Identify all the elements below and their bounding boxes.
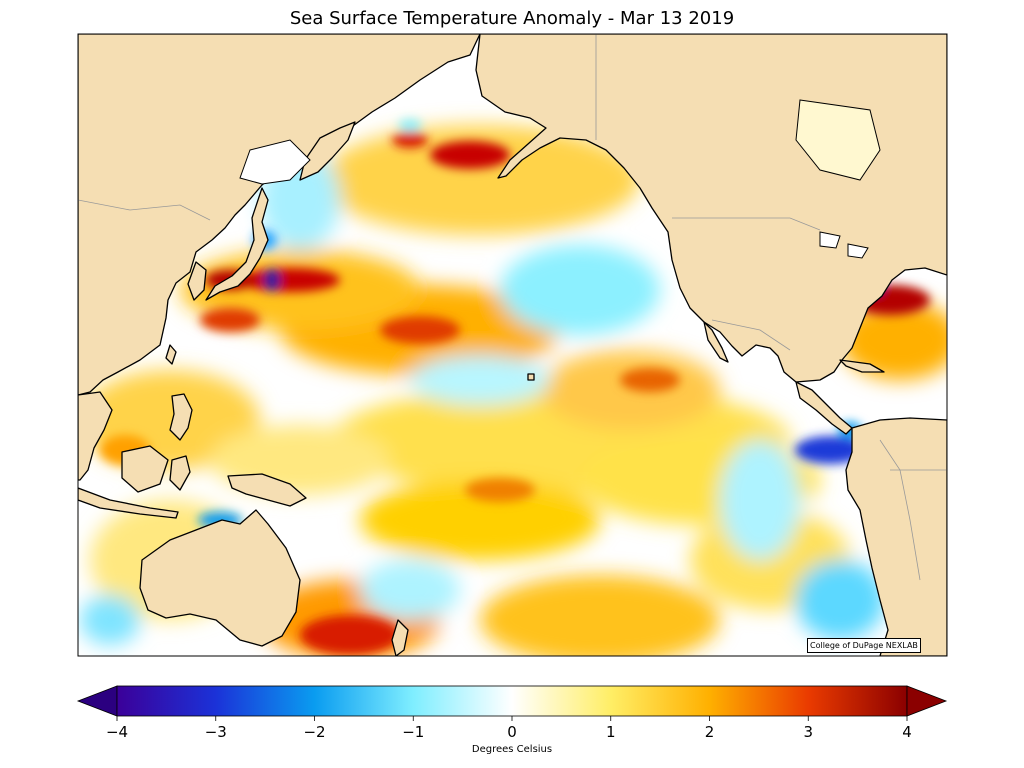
- map-border: [77, 33, 948, 657]
- land-taiwan: [165, 344, 177, 365]
- land-new-guinea: [227, 473, 307, 507]
- colorbar-tick-label: 3: [803, 723, 814, 741]
- colorbar-gradient: [116, 685, 908, 717]
- land-asia: [78, 34, 481, 396]
- colorbar-tick-label: −2: [303, 723, 326, 741]
- land-baja: [703, 321, 729, 363]
- land-hawaii: [527, 373, 535, 381]
- colorbar-low-extend: [76, 685, 118, 717]
- colorbar-tick-label: 4: [902, 723, 912, 741]
- land-japan: [205, 187, 269, 301]
- land-central-america: [795, 381, 853, 435]
- land-new-zealand: [391, 619, 409, 656]
- land-cuba: [839, 359, 885, 373]
- land-southeast-asia: [78, 391, 113, 481]
- land-sulawesi: [169, 455, 191, 491]
- colorbar-tick-label: 1: [605, 723, 616, 741]
- land-philippines: [169, 393, 193, 441]
- colorbar-tick-label: −4: [105, 723, 129, 741]
- colorbar-ticks: [116, 716, 908, 721]
- map-title: Sea Surface Temperature Anomaly - Mar 13…: [289, 8, 735, 29]
- land-sumatra-java: [78, 487, 179, 519]
- colorbar-tick-label: 0: [507, 723, 517, 741]
- colorbar-high-extend: [906, 685, 948, 717]
- colorbar-label: Degrees Celsius: [471, 744, 553, 755]
- land-borneo: [121, 445, 169, 493]
- land-korea: [187, 261, 207, 301]
- land-south-america: [845, 417, 947, 656]
- colorbar-tick-label: 2: [704, 723, 715, 741]
- political-borders: [78, 34, 947, 581]
- lakes-and-ice: [239, 99, 881, 259]
- colorbar-tick-label: −1: [402, 723, 425, 741]
- land-australia: [139, 509, 301, 647]
- credit-label: College of DuPage NEXLAB: [807, 638, 921, 653]
- colorbar-tick-label: −3: [204, 723, 227, 741]
